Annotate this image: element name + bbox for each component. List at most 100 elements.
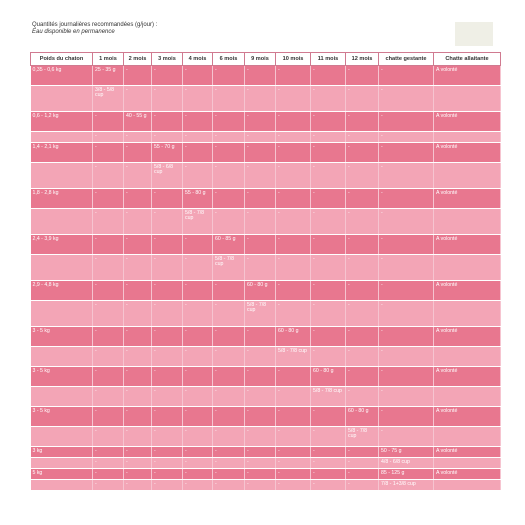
table-cell: - xyxy=(123,131,152,143)
table-cell: - xyxy=(92,446,124,458)
table-cell: A volonté xyxy=(433,366,501,387)
table-row: - - - - - - - - -4/8 - 6/8 cup xyxy=(30,457,501,469)
table-cell: - xyxy=(275,300,311,327)
table-cell: 85 - 125 g xyxy=(378,468,434,480)
weight-cell: 3 - 5 kg xyxy=(30,366,93,387)
table-cell: - xyxy=(310,446,346,458)
table-cell: - xyxy=(244,254,276,281)
table-cell: - xyxy=(310,208,346,235)
table-cell: - xyxy=(275,366,311,387)
weight-cell xyxy=(30,254,93,281)
table-cell: - xyxy=(310,142,346,163)
weight-cell xyxy=(30,300,93,327)
table-cell xyxy=(433,162,501,189)
table-cell: - xyxy=(92,280,124,301)
table-cell: - xyxy=(345,457,379,469)
table-cell: - xyxy=(310,162,346,189)
table-cell xyxy=(433,386,501,407)
table-cell: - xyxy=(378,426,434,447)
table-cell: A volonté xyxy=(433,326,501,347)
weight-cell xyxy=(30,426,93,447)
table-cell: - xyxy=(123,386,152,407)
table-row: - - - - - -5/8 - 7/8 cup - - - xyxy=(30,346,501,367)
table-cell: - xyxy=(212,142,245,163)
table-cell: - xyxy=(378,188,434,209)
table-cell: - xyxy=(182,326,213,347)
table-cell: - xyxy=(151,85,183,112)
table-cell: - xyxy=(123,457,152,469)
table-row: 0,6 - 1,2 kg -40 - 55 g--------A volonté xyxy=(30,111,501,132)
column-header: 2 mois xyxy=(123,52,152,66)
table-cell: A volonté xyxy=(433,111,501,132)
table-cell: - xyxy=(92,162,124,189)
table-cell: - xyxy=(123,300,152,327)
table-cell: - xyxy=(182,468,213,480)
table-cell: A volonté xyxy=(433,234,501,255)
table-cell: - xyxy=(92,188,124,209)
table-cell: 5/8 - 7/8 cup xyxy=(244,300,276,327)
table-cell: - xyxy=(244,65,276,86)
table-cell: A volonté xyxy=(433,188,501,209)
table-cell: 5/8 - 7/8 cup xyxy=(345,426,379,447)
table-cell: - xyxy=(275,468,311,480)
table-cell: - xyxy=(310,406,346,427)
table-cell: - xyxy=(151,234,183,255)
column-header: 6 mois xyxy=(212,52,245,66)
table-cell: 5/8 - 7/8 cup xyxy=(212,254,245,281)
weight-cell: 3 - 5 kg xyxy=(30,406,93,427)
table-cell: - xyxy=(92,142,124,163)
table-cell: - xyxy=(310,326,346,347)
table-cell: - xyxy=(275,457,311,469)
weight-cell: 0,35 - 0,6 kg xyxy=(30,65,93,86)
table-cell: - xyxy=(244,208,276,235)
table-row: - - -5/8 - 7/8 cup - - - - - - xyxy=(30,208,501,235)
table-cell: - xyxy=(123,326,152,347)
table-cell: - xyxy=(244,326,276,347)
intro-title: Quantités journalières recommandées (g/j… xyxy=(32,22,158,28)
table-cell: - xyxy=(244,406,276,427)
table-row: 1,4 - 2,1 kg - -55 - 70 g-------A volonté xyxy=(30,142,501,163)
table-cell: - xyxy=(92,479,124,491)
table-cell: - xyxy=(151,479,183,491)
column-header: 4 mois xyxy=(182,52,213,66)
table-cell xyxy=(433,346,501,367)
table-cell: - xyxy=(310,65,346,86)
table-cell: - xyxy=(345,479,379,491)
table-cell: - xyxy=(123,446,152,458)
table-cell: - xyxy=(123,468,152,480)
table-row: - - - - -5/8 - 7/8 cup - - - - xyxy=(30,300,501,327)
table-cell xyxy=(433,208,501,235)
table-cell: - xyxy=(378,65,434,86)
table-cell: - xyxy=(275,131,311,143)
table-cell: - xyxy=(378,85,434,112)
table-cell: - xyxy=(92,208,124,235)
table-cell: 60 - 85 g xyxy=(212,234,245,255)
table-cell: - xyxy=(212,406,245,427)
table-cell: - xyxy=(275,386,311,407)
table-cell: - xyxy=(310,254,346,281)
table-row: ---------- xyxy=(30,131,501,143)
weight-cell xyxy=(30,479,93,491)
table-cell: - xyxy=(244,162,276,189)
intro-subtitle: Eau disponible en permanence xyxy=(32,29,115,35)
table-cell: - xyxy=(345,326,379,347)
table-cell: - xyxy=(182,346,213,367)
table-cell: - xyxy=(92,234,124,255)
table-cell: - xyxy=(275,85,311,112)
table-cell: - xyxy=(151,426,183,447)
table-row: 2,4 - 3,9 kg - - - -60 - 85 g-----A volonté xyxy=(30,234,501,255)
table-cell: - xyxy=(244,234,276,255)
table-cell: - xyxy=(212,111,245,132)
table-row: 1,8 - 2,8 kg - - -55 - 80 g------A volonté xyxy=(30,188,501,209)
table-cell: - xyxy=(345,208,379,235)
table-cell: - xyxy=(345,142,379,163)
table-cell: - xyxy=(310,300,346,327)
table-cell: - xyxy=(151,254,183,281)
table-cell: - xyxy=(92,326,124,347)
table-cell: - xyxy=(244,346,276,367)
table-cell: - xyxy=(182,85,213,112)
table-cell: - xyxy=(244,111,276,132)
table-cell: - xyxy=(212,85,245,112)
weight-cell: 2,9 - 4,8 kg xyxy=(30,280,93,301)
table-cell: - xyxy=(310,85,346,112)
